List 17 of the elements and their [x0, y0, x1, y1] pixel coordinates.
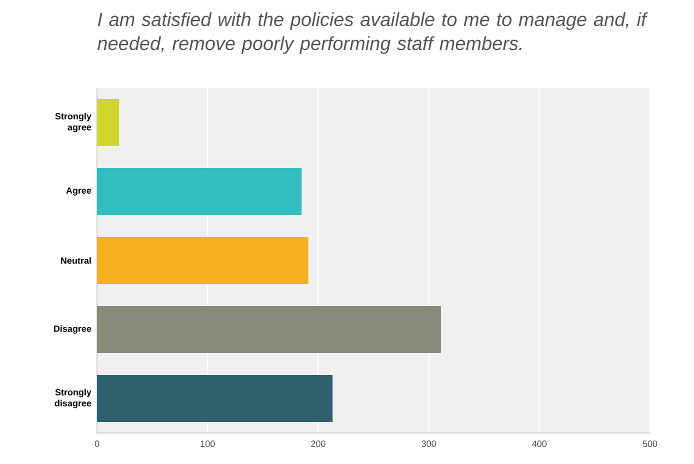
x-tick-label: 300 [422, 440, 436, 447]
bar [97, 375, 333, 422]
x-tick-label: 200 [311, 440, 326, 447]
y-tick-label: Strongly disagree [54, 388, 92, 408]
x-tick-label: 0 [94, 440, 100, 447]
x-tick-label: 100 [200, 440, 215, 447]
bar [97, 168, 302, 215]
y-tick-label: Strongly agree [55, 112, 92, 132]
x-tick-label: 500 [642, 440, 658, 447]
chart-title: I am satisfied with the policies available to me to manage and, if needed, remove poorly performing staff members. [98, 12, 648, 54]
bar [97, 99, 120, 146]
y-tick-label: Disagree [54, 325, 92, 334]
bar [97, 306, 441, 353]
y-tick-label: Neutral [61, 257, 91, 264]
x-tick-label: 400 [532, 440, 547, 447]
y-tick-label: Agree [66, 187, 92, 196]
bar [97, 237, 308, 284]
